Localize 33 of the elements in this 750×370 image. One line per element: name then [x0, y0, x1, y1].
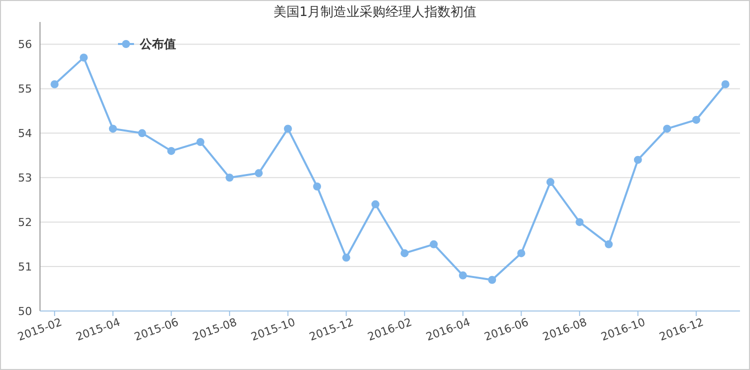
- point: [138, 129, 146, 138]
- point: [108, 124, 117, 133]
- point: [546, 178, 554, 186]
- point: [50, 80, 59, 88]
- chart-title: 美国1月制造业采购经理人指数初值: [273, 4, 477, 20]
- legend-label: 公布值: [139, 37, 176, 52]
- point: [342, 254, 350, 262]
- point: [226, 174, 234, 182]
- y-tick-label: 56: [18, 38, 32, 52]
- point: [80, 54, 88, 62]
- y-tick-label: 52: [18, 216, 32, 229]
- point: [430, 240, 438, 248]
- point: [692, 116, 700, 124]
- y-tick-label: 53: [18, 171, 32, 184]
- point: [458, 271, 467, 280]
- y-tick-label: 55: [18, 82, 32, 96]
- point: [313, 182, 322, 191]
- y-tick-label: 50: [18, 304, 32, 318]
- point: [517, 249, 526, 258]
- point: [167, 146, 176, 155]
- point: [488, 276, 496, 284]
- y-tick-label: 51: [18, 260, 32, 274]
- point: [400, 249, 409, 258]
- point: [663, 124, 672, 133]
- point: [576, 218, 584, 226]
- point: [371, 200, 380, 208]
- point: [634, 156, 642, 164]
- point: [196, 138, 204, 146]
- y-tick-label: 54: [18, 127, 32, 140]
- point: [604, 240, 613, 248]
- point: [284, 124, 292, 133]
- point: [254, 169, 263, 178]
- point: [721, 80, 730, 88]
